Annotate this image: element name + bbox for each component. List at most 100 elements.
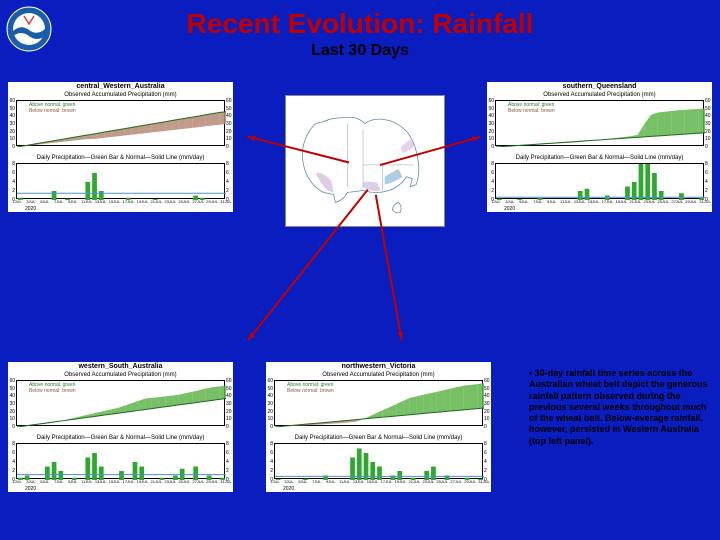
panel-region-title: central_Western_Australia: [8, 82, 233, 91]
chart-panel-bm: northwestern_VictoriaObserved Accumulate…: [266, 362, 491, 492]
ytick: 20: [9, 129, 17, 135]
xtick: 27JUL: [192, 478, 204, 484]
ytick: 10: [9, 136, 17, 142]
xtick: 9JUL: [68, 198, 77, 204]
ytick: 40: [9, 113, 17, 119]
xtick: 1JUL: [12, 198, 21, 204]
xtick: 5JUL: [298, 478, 307, 484]
australia-map: [285, 95, 445, 227]
xtick: 23JUL: [164, 198, 176, 204]
xtick: 29JUL: [464, 478, 476, 484]
xtick: 3JUL: [284, 478, 293, 484]
xtick: 3JUL: [26, 478, 35, 484]
xtick: 15JUL: [588, 198, 600, 204]
xtick: 25JUL: [178, 198, 190, 204]
xtick: 17JUL: [381, 478, 393, 484]
ytick: 40: [267, 393, 275, 399]
ytick: 10: [267, 416, 275, 422]
xtick: 15JUL: [367, 478, 379, 484]
xtick: 19JUL: [395, 478, 407, 484]
ytick: 50: [488, 106, 496, 112]
ytick: 20: [488, 129, 496, 135]
daily-title: Daily Precipitation—Green Bar & Normal—S…: [8, 434, 233, 442]
accum-chart: Above normal: greenBelow normal: brown00…: [495, 100, 704, 146]
accum-chart: Above normal: greenBelow normal: brown00…: [16, 380, 225, 426]
ytick: 60: [267, 378, 275, 384]
ytick: 40: [488, 113, 496, 119]
ytick: 60: [488, 98, 496, 104]
xtick: 27JUL: [671, 198, 683, 204]
xtick: 19JUL: [137, 478, 149, 484]
daily-title: Daily Precipitation—Green Bar & Normal—S…: [8, 154, 233, 162]
xtick: 7JUL: [533, 198, 542, 204]
ytick: 60: [9, 378, 17, 384]
xtick: 9JUL: [326, 478, 335, 484]
xtick: 19JUL: [616, 198, 628, 204]
xtick: 11JUL: [81, 478, 92, 484]
xtick: 17JUL: [123, 478, 135, 484]
ytick: 30: [488, 121, 496, 127]
xtick: 1JUL: [491, 198, 500, 204]
chart-panel-bl: western_South_AustraliaObserved Accumula…: [8, 362, 233, 492]
xtick: 29JUL: [206, 478, 218, 484]
panel-region-title: southern_Queensland: [487, 82, 712, 91]
xlabel-year: 2020: [496, 206, 703, 212]
xtick: 9JUL: [547, 198, 556, 204]
ytick: 10: [9, 416, 17, 422]
xtick: 31JUL: [699, 198, 711, 204]
xtick: 13JUL: [95, 198, 107, 204]
xtick: 1JUL: [270, 478, 279, 484]
xtick: 17JUL: [123, 198, 135, 204]
daily-chart: 00224466881JUL3JUL5JUL7JUL9JUL11JUL13JUL…: [495, 163, 704, 199]
xtick: 13JUL: [95, 478, 107, 484]
xtick: 31JUL: [220, 198, 232, 204]
xtick: 17JUL: [602, 198, 614, 204]
ytick: 50: [9, 106, 17, 112]
daily-chart: 00224466881JUL3JUL5JUL7JUL9JUL11JUL13JUL…: [16, 443, 225, 479]
xtick: 3JUL: [26, 198, 35, 204]
xtick: 27JUL: [450, 478, 462, 484]
xtick: 23JUL: [422, 478, 434, 484]
ytick: 30: [267, 401, 275, 407]
xtick: 29JUL: [206, 198, 218, 204]
caption-text: • 30-day rainfall time series across the…: [529, 368, 717, 447]
xtick: 19JUL: [137, 198, 149, 204]
xtick: 3JUL: [505, 198, 514, 204]
ytick: 10: [488, 136, 496, 142]
chart-panel-tr: southern_QueenslandObserved Accumulated …: [487, 82, 712, 212]
xtick: 1JUL: [12, 478, 21, 484]
xtick: 29JUL: [685, 198, 697, 204]
xlabel-year: 2020: [17, 486, 224, 492]
daily-chart: 00224466881JUL3JUL5JUL7JUL9JUL11JUL13JUL…: [274, 443, 483, 479]
accum-chart: Above normal: greenBelow normal: brown00…: [16, 100, 225, 146]
xtick: 9JUL: [68, 478, 77, 484]
xtick: 5JUL: [519, 198, 528, 204]
xtick: 11JUL: [560, 198, 571, 204]
xtick: 7JUL: [54, 198, 63, 204]
xtick: 25JUL: [436, 478, 448, 484]
xtick: 21JUL: [151, 478, 163, 484]
accum-title: Observed Accumulated Precipitation (mm): [266, 371, 491, 379]
panel-region-title: western_South_Australia: [8, 362, 233, 371]
xtick: 25JUL: [178, 478, 190, 484]
xtick: 13JUL: [353, 478, 365, 484]
xtick: 21JUL: [151, 198, 163, 204]
ytick: 50: [9, 386, 17, 392]
xtick: 5JUL: [40, 478, 49, 484]
xtick: 21JUL: [630, 198, 642, 204]
ytick: 20: [9, 409, 17, 415]
chart-panel-tl: central_Western_AustraliaObserved Accumu…: [8, 82, 233, 212]
ytick: 30: [9, 401, 17, 407]
accum-chart: Above normal: greenBelow normal: brown00…: [274, 380, 483, 426]
xtick: 7JUL: [312, 478, 321, 484]
ytick: 60: [9, 98, 17, 104]
xtick: 5JUL: [40, 198, 49, 204]
accum-title: Observed Accumulated Precipitation (mm): [487, 91, 712, 99]
xtick: 11JUL: [339, 478, 350, 484]
ytick: 40: [9, 393, 17, 399]
daily-title: Daily Precipitation—Green Bar & Normal—S…: [266, 434, 491, 442]
xtick: 31JUL: [478, 478, 490, 484]
xtick: 15JUL: [109, 478, 121, 484]
xtick: 7JUL: [54, 478, 63, 484]
xlabel-year: 2020: [17, 206, 224, 212]
